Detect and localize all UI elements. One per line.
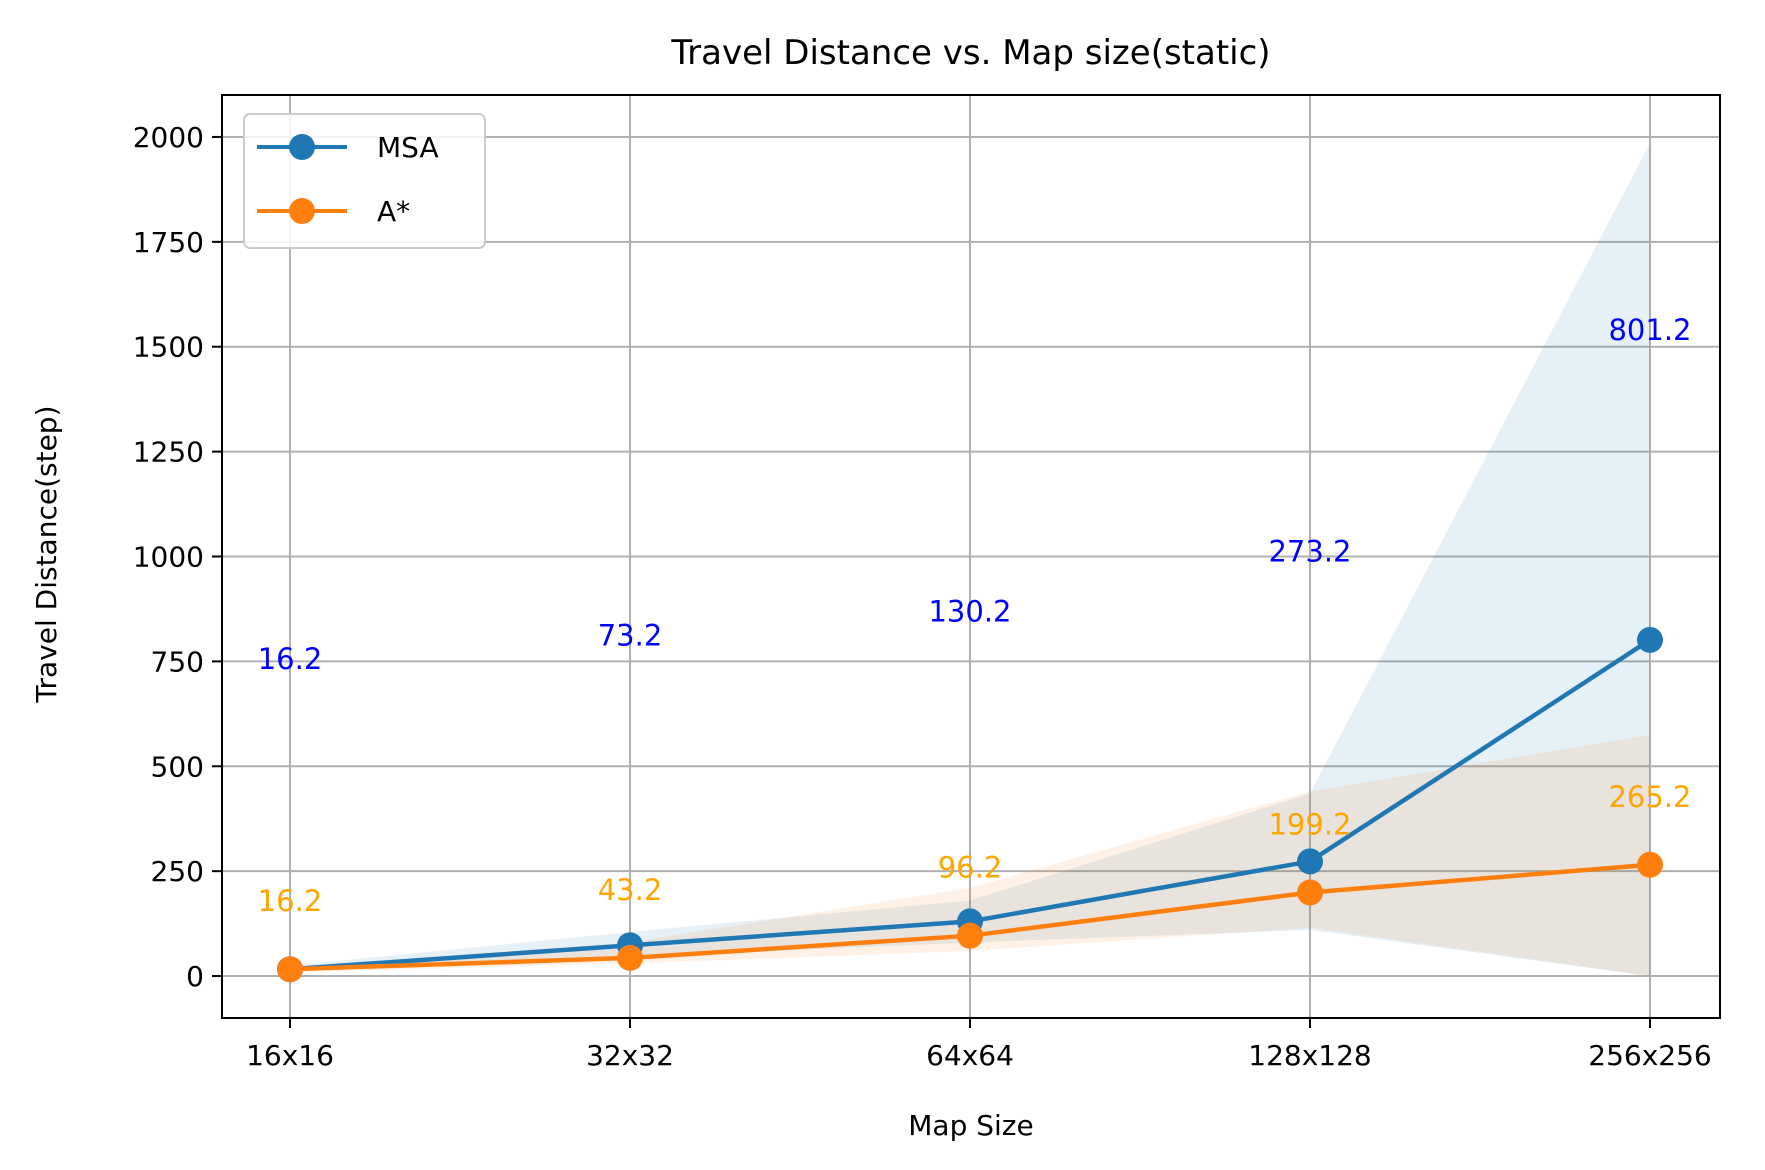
- y-tick-label: 1500: [133, 331, 204, 364]
- chart-title: Travel Distance vs. Map size(static): [670, 33, 1270, 73]
- data-label-astar: 199.2: [1268, 807, 1351, 841]
- data-label-msa: 130.2: [928, 594, 1011, 628]
- x-tick-label: 64x64: [926, 1039, 1014, 1072]
- data-label-astar: 96.2: [938, 851, 1003, 885]
- data-point-astar: [277, 956, 303, 983]
- legend-label-msa: MSA: [377, 131, 439, 164]
- x-tick-label: 16x16: [246, 1039, 334, 1072]
- data-label-astar: 16.2: [258, 884, 323, 918]
- legend-marker-msa: [289, 134, 315, 160]
- legend-marker-astar: [289, 198, 315, 224]
- y-tick-label: 1250: [133, 436, 204, 469]
- data-point-astar: [1637, 851, 1663, 878]
- legend-label-astar: A*: [377, 195, 410, 228]
- confidence-band-msa: [290, 143, 1650, 977]
- data-label-msa: 16.2: [258, 642, 323, 676]
- data-point-astar: [957, 922, 983, 949]
- data-label-msa: 801.2: [1608, 313, 1691, 347]
- band-layer: [290, 143, 1650, 977]
- data-label-msa: 273.2: [1268, 534, 1351, 568]
- legend: MSA A*: [243, 113, 486, 249]
- data-label-astar: 265.2: [1608, 780, 1691, 814]
- data-label-layer: 16.2 73.2 130.2 273.2 801.2 16.2 43.2 96.2 199.2…: [258, 313, 1692, 918]
- tick-layer: 0 250 500 750 1000 1250 1500 1750 2000 16x16 32x32…: [133, 121, 1712, 1072]
- confidence-band-astar: [290, 734, 1650, 977]
- y-tick-label: 2000: [133, 121, 204, 154]
- y-tick-label: 1750: [133, 226, 204, 259]
- y-tick-label: 0: [186, 960, 204, 993]
- x-axis-label: Map Size: [908, 1109, 1033, 1142]
- y-tick-label: 750: [151, 645, 204, 678]
- data-point-astar: [617, 944, 643, 971]
- data-point-astar: [1297, 879, 1323, 906]
- line-layer: [277, 626, 1663, 983]
- x-tick-label: 128x128: [1248, 1039, 1371, 1072]
- y-tick-label: 500: [151, 750, 204, 783]
- y-axis-label: Travel Distance(step): [30, 406, 63, 704]
- data-point-msa: [1297, 848, 1323, 875]
- data-label-astar: 43.2: [598, 873, 663, 907]
- legend-box: [243, 113, 486, 249]
- x-tick-label: 256x256: [1588, 1039, 1711, 1072]
- y-tick-label: 250: [151, 855, 204, 888]
- data-label-msa: 73.2: [598, 618, 663, 652]
- x-tick-label: 32x32: [586, 1039, 674, 1072]
- data-point-msa: [1637, 626, 1663, 653]
- y-tick-label: 1000: [133, 541, 204, 574]
